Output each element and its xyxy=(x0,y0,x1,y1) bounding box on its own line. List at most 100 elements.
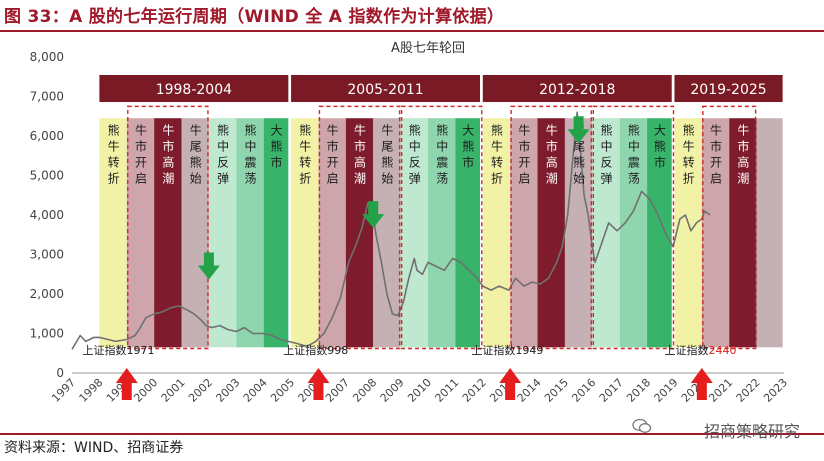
down-arrow xyxy=(362,201,385,229)
x-tick-label: 2008 xyxy=(350,376,379,405)
y-tick-label: 7,000 xyxy=(30,90,64,104)
phase-label: 牛市高潮 xyxy=(736,123,750,188)
phase-band xyxy=(564,118,593,348)
phase-band xyxy=(619,118,648,348)
up-arrow xyxy=(307,368,330,400)
phase-band xyxy=(729,118,757,348)
phase-band xyxy=(674,118,702,348)
phase-label: 牛尾熊始 xyxy=(380,123,394,188)
x-tick-label: 2002 xyxy=(186,376,215,405)
y-tick-label: 1,000 xyxy=(30,327,64,341)
x-tick-label: 2019 xyxy=(652,376,681,405)
phase-label: 大熊市 xyxy=(652,124,666,172)
x-tick-label: 2018 xyxy=(624,376,653,405)
period-banner xyxy=(99,75,289,102)
x-tick-label: 2003 xyxy=(213,376,242,405)
index-annotation: 上证指数1971 xyxy=(83,343,155,357)
phase-band xyxy=(236,118,264,348)
up-arrow xyxy=(115,368,138,400)
phase-label: 牛市开启 xyxy=(325,123,339,188)
phase-label: 熊中震荡 xyxy=(626,123,640,188)
period-label: 2005-2011 xyxy=(347,82,423,98)
x-tick-label: 2022 xyxy=(734,376,763,405)
phase-band xyxy=(126,118,155,348)
phase-label: 熊牛转折 xyxy=(489,123,503,188)
up-arrow xyxy=(499,368,522,400)
down-arrow xyxy=(197,252,220,280)
footer-divider xyxy=(0,433,824,435)
period-label: 2012-2018 xyxy=(539,82,615,98)
x-tick-label: 1997 xyxy=(49,376,78,405)
source-note: 资料来源：WIND、招商证券 xyxy=(4,440,184,456)
period-label: 2019-2025 xyxy=(690,82,766,98)
phase-label: 牛市高潮 xyxy=(544,123,558,188)
wechat-icon xyxy=(632,418,652,433)
phase-label: 牛尾熊始 xyxy=(572,123,586,188)
y-tick-label: 2,000 xyxy=(30,287,64,301)
phase-label: 牛市开启 xyxy=(709,123,723,188)
phase-band xyxy=(482,118,511,348)
period-banner xyxy=(674,75,783,102)
x-tick-label: 1998 xyxy=(77,376,106,405)
x-tick-label: 2011 xyxy=(433,376,462,405)
phase-label: 熊中反弹 xyxy=(407,123,421,188)
phase-label: 牛市高潮 xyxy=(161,123,175,188)
down-arrow xyxy=(567,116,590,144)
x-tick-label: 2010 xyxy=(405,376,434,405)
phase-band xyxy=(537,118,565,348)
phase-label: 牛市开启 xyxy=(133,123,147,188)
y-tick-label: 5,000 xyxy=(30,169,64,183)
phase-band xyxy=(263,118,289,348)
phase-label: 熊中震荡 xyxy=(243,123,257,188)
period-label: 1998-2004 xyxy=(156,82,232,98)
index-annotation-value: 2440 xyxy=(708,344,736,357)
chart-title: A股七年轮回 xyxy=(391,41,465,56)
x-tick-label: 2012 xyxy=(460,376,489,405)
phase-label: 大熊市 xyxy=(461,124,475,172)
phase-label: 牛市开启 xyxy=(517,123,531,188)
phase-label: 牛尾熊始 xyxy=(188,123,202,188)
y-tick-label: 0 xyxy=(56,366,64,380)
phase-band xyxy=(318,118,346,348)
index-line xyxy=(71,111,711,350)
phase-band xyxy=(455,118,481,348)
title-divider xyxy=(0,30,824,32)
phase-band xyxy=(647,118,672,348)
brand-label: 招商策略研究 xyxy=(703,422,800,441)
phase-label: 大熊市 xyxy=(269,124,283,172)
phase-band xyxy=(208,118,237,348)
x-tick-label: 2005 xyxy=(268,376,297,405)
y-tick-label: 3,000 xyxy=(30,248,64,262)
index-annotation: 上证指数1949 xyxy=(471,343,543,357)
phase-band xyxy=(701,118,730,348)
phase-band xyxy=(291,118,319,348)
phase-label: 熊中反弹 xyxy=(216,123,230,188)
phase-band xyxy=(756,118,783,348)
x-tick-label: 2016 xyxy=(569,376,598,405)
y-tick-label: 4,000 xyxy=(30,208,64,222)
y-tick-label: 6,000 xyxy=(30,129,64,143)
phase-band xyxy=(400,118,428,348)
phase-label: 熊中反弹 xyxy=(599,123,613,188)
x-tick-label: 2017 xyxy=(597,376,626,405)
x-tick-label: 2001 xyxy=(159,376,188,405)
phase-label: 熊牛转折 xyxy=(681,123,695,188)
phase-label: 熊牛转折 xyxy=(298,123,312,188)
phase-band xyxy=(428,118,456,348)
y-tick-label: 8,000 xyxy=(30,50,64,64)
x-tick-label: 2023 xyxy=(761,376,790,405)
period-banner xyxy=(291,75,481,102)
phase-band xyxy=(510,118,538,348)
index-annotation: 上证指数998 xyxy=(283,343,348,357)
phase-label: 牛市高潮 xyxy=(353,123,367,188)
x-tick-label: 2015 xyxy=(542,376,571,405)
period-banner xyxy=(482,75,672,102)
x-tick-label: 2004 xyxy=(241,376,270,405)
phase-label: 熊牛转折 xyxy=(106,123,120,188)
phase-label: 熊中震荡 xyxy=(435,123,449,188)
index-annotation: 上证指数2440 xyxy=(664,343,736,357)
up-arrow xyxy=(690,368,713,400)
figure-title: 图 33：A 股的七年运行周期（WIND 全 A 指数作为计算依据） xyxy=(4,7,505,27)
